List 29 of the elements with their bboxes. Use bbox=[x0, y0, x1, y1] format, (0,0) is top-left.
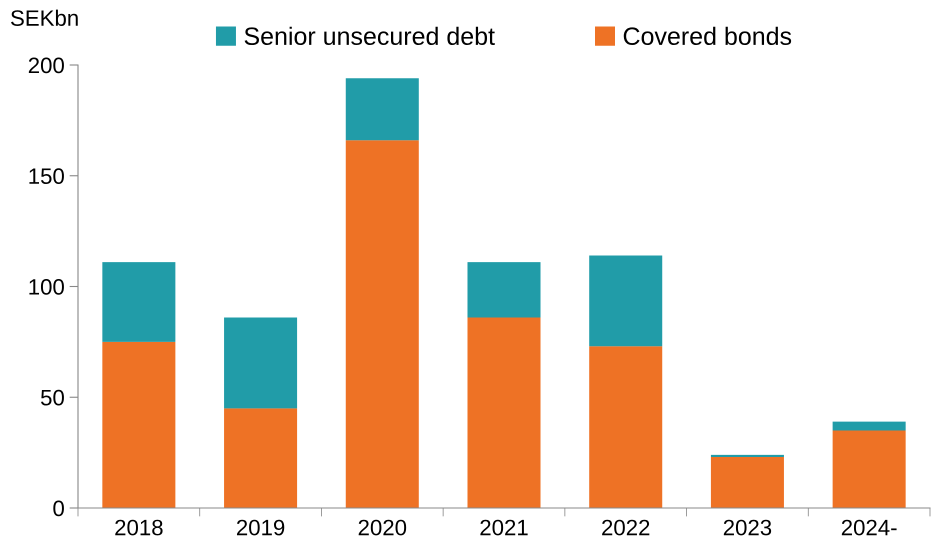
x-tick-label: 2022 bbox=[602, 520, 650, 536]
y-tick-label: 100 bbox=[29, 279, 64, 295]
x-tick-label: 2018 bbox=[115, 520, 163, 536]
bar bbox=[589, 346, 662, 508]
bar bbox=[832, 422, 906, 430]
bar bbox=[224, 318, 298, 408]
bar bbox=[346, 140, 419, 508]
bar bbox=[467, 318, 541, 508]
bar bbox=[832, 430, 906, 508]
y-tick-label: 150 bbox=[29, 168, 64, 184]
bar bbox=[589, 255, 662, 346]
y-axis-title: SEKbn bbox=[11, 10, 78, 26]
bar bbox=[467, 262, 541, 318]
y-tick-label: 200 bbox=[28, 58, 64, 74]
bar bbox=[710, 454, 784, 458]
legend-label: Senior unsecured debt bbox=[244, 26, 495, 46]
x-tick-label: 2021 bbox=[480, 520, 528, 536]
x-tick-label: 2023 bbox=[724, 520, 772, 536]
x-tick-label: 2019 bbox=[236, 520, 284, 536]
y-tick-label: 50 bbox=[40, 390, 64, 406]
bar bbox=[102, 342, 176, 508]
x-tick-label: 2020 bbox=[358, 520, 406, 536]
y-tick-label: 0 bbox=[53, 500, 64, 516]
legend-label: Covered bonds bbox=[624, 26, 792, 46]
bar bbox=[710, 457, 784, 508]
bar bbox=[102, 262, 176, 342]
bar bbox=[346, 78, 419, 140]
x-tick-label: 2024- bbox=[842, 520, 897, 536]
bar bbox=[224, 408, 298, 508]
